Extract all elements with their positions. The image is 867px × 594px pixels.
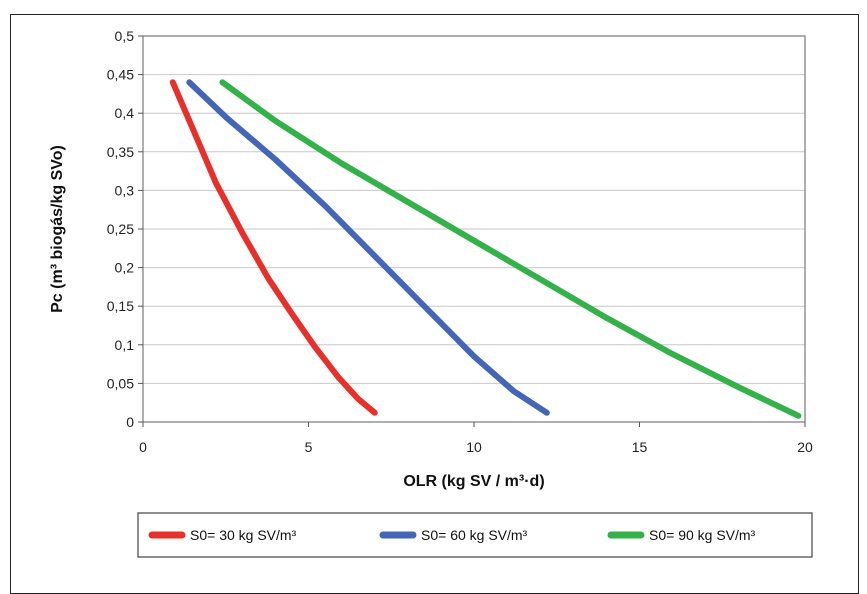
series-line-1 bbox=[169, 79, 378, 416]
y-tick-label: 0,15 bbox=[107, 298, 134, 314]
y-tick-label: 0,25 bbox=[107, 221, 134, 237]
legend-label-1: S0= 30 kg SV/m³ bbox=[190, 527, 297, 543]
x-tick-label: 5 bbox=[305, 439, 313, 455]
y-tick-label: 0,2 bbox=[115, 260, 135, 276]
legend-label-3: S0= 90 kg SV/m³ bbox=[649, 527, 756, 543]
x-tick-label: 10 bbox=[466, 439, 482, 455]
y-tick-label: 0,35 bbox=[107, 144, 134, 160]
series-line-2 bbox=[186, 79, 550, 416]
x-tick-label: 20 bbox=[797, 439, 813, 455]
legend: S0= 30 kg SV/m³ S0= 60 kg SV/m³ S0= 90 kg … bbox=[148, 527, 756, 543]
series-line-3 bbox=[219, 79, 802, 419]
y-tick-label: 0 bbox=[126, 414, 134, 430]
y-tick-label: 0,5 bbox=[115, 28, 135, 44]
y-tick-label: 0,45 bbox=[107, 67, 134, 83]
y-axis-label: Pc (m³ biogás/kg SVo) bbox=[49, 145, 66, 313]
x-axis-ticks: 0 5 10 15 20 bbox=[139, 422, 813, 455]
series-lines bbox=[169, 79, 802, 419]
gridlines bbox=[143, 74, 805, 384]
y-tick-label: 0,3 bbox=[115, 182, 135, 198]
legend-label-2: S0= 60 kg SV/m³ bbox=[421, 527, 528, 543]
legend-box bbox=[137, 512, 813, 558]
x-axis-label: OLR (kg SV / m³·d) bbox=[403, 473, 544, 490]
y-axis-ticks: 0 0,05 0,1 0,15 0,2 0,25 0,3 0,35 0,4 0,45 0,5 bbox=[107, 28, 143, 430]
x-tick-label: 15 bbox=[632, 439, 648, 455]
x-tick-label: 0 bbox=[139, 439, 147, 455]
y-tick-label: 0,05 bbox=[107, 375, 134, 391]
y-tick-label: 0,4 bbox=[115, 105, 135, 121]
y-tick-label: 0,1 bbox=[115, 337, 135, 353]
